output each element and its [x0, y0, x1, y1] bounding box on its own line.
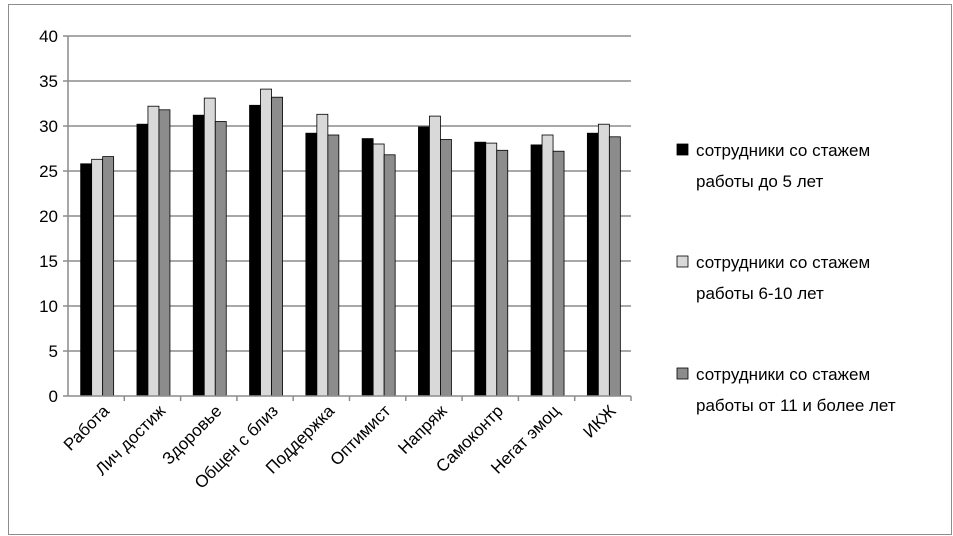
legend-item: сотрудники со стажем работы до 5 лет [676, 141, 870, 191]
legend-swatch [676, 255, 689, 268]
y-tick-label: 25 [39, 162, 58, 181]
bar [249, 104, 261, 397]
bar [530, 144, 543, 397]
bar [271, 96, 283, 397]
bar [260, 88, 272, 397]
y-tick-label: 0 [49, 387, 58, 406]
bar [91, 158, 104, 397]
bar [102, 156, 115, 397]
x-category-label: Напряж [394, 401, 451, 458]
y-tick-label: 20 [39, 207, 58, 226]
bar [136, 123, 149, 397]
bar [80, 163, 93, 397]
legend-item: сотрудники со стажем работы 6-10 лет [676, 253, 870, 303]
bar [552, 150, 565, 397]
bar [541, 134, 554, 397]
legend-swatch [676, 367, 689, 380]
legend-label: работы до 5 лет [696, 172, 824, 191]
legend-label: сотрудники со стажем [696, 141, 870, 160]
bar [158, 109, 171, 397]
bar [608, 136, 621, 397]
bar [192, 114, 205, 397]
bar [316, 113, 329, 397]
x-category-label: ИКЖ [579, 401, 619, 441]
y-tick-label: 30 [39, 117, 58, 136]
axes [63, 35, 632, 401]
y-tick-label: 5 [49, 342, 58, 361]
bar [214, 121, 227, 397]
bar [305, 132, 318, 397]
legend-label: работы от 11 и более лет [696, 396, 896, 415]
bar [440, 139, 452, 397]
chart-frame: 0 5 10 15 20 25 30 35 40 Работа Лич достиж Здоровь… [8, 4, 952, 535]
y-tick-label: 40 [39, 27, 58, 46]
bars [80, 88, 621, 397]
bar [429, 115, 441, 397]
bar [147, 105, 160, 397]
y-tick-label: 35 [39, 72, 58, 91]
bar [474, 141, 487, 397]
bar [361, 138, 374, 397]
legend-label: работы 6-10 лет [696, 284, 824, 303]
y-tick-label: 10 [39, 297, 58, 316]
bar [383, 154, 396, 397]
legend-item: сотрудники со стажем работы от 11 и более… [676, 365, 896, 415]
bar [496, 149, 509, 397]
bar [485, 142, 498, 397]
bar [597, 123, 610, 397]
legend-swatch [676, 143, 689, 156]
y-axis-ticks: 0 5 10 15 20 25 30 35 40 [39, 27, 58, 406]
legend-label: сотрудники со стажем [696, 253, 870, 272]
bar [586, 132, 599, 397]
y-tick-label: 15 [39, 252, 58, 271]
legend-label: сотрудники со стажем [696, 365, 870, 384]
bar [203, 97, 216, 397]
x-category-label: Оптимист [326, 401, 394, 469]
bar [372, 143, 385, 397]
bar [327, 134, 340, 397]
bar [418, 126, 430, 397]
x-category-label: Работа [60, 401, 113, 454]
